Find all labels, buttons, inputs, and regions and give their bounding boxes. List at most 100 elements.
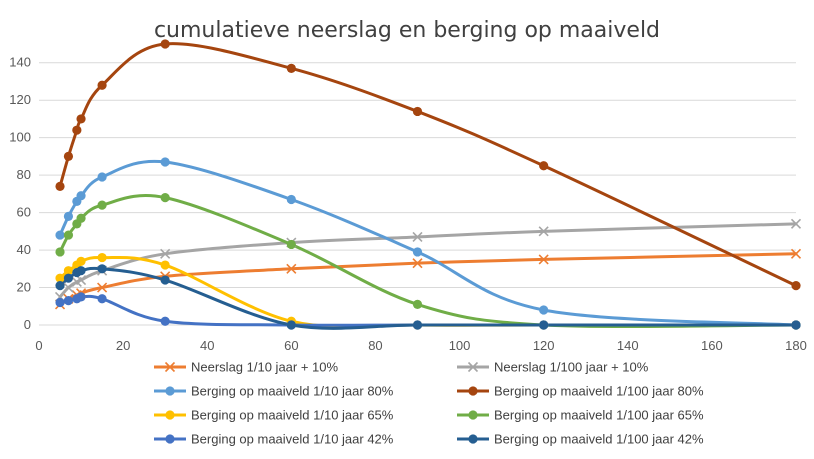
series-3-line [58,159,798,327]
axes: 0 20 40 60 80 100 120 140 0 20 40 60 80 100 120 140 160 1… [9,55,807,353]
x-tick-label: 40 [200,338,214,353]
series-6-point [55,247,65,257]
series-6-point [160,193,170,203]
legend-label: Neerslag 1/10 jaar + 10% [191,360,339,375]
marker-stroke [164,361,176,373]
x-tick-label: 20 [116,338,130,353]
legend-swatch-marker [468,410,478,420]
series-markers [54,39,802,330]
series-1-point [538,254,549,265]
series-6-point [412,299,423,309]
series-6-point [63,230,74,240]
series-3-point [412,247,423,257]
legend-label: Berging op maaiveld 1/100 jaar 80% [494,384,704,399]
x-tick-label: 100 [449,338,471,353]
marker-stroke [467,361,479,373]
series-4-point [76,114,86,124]
legend-item: Berging op maaiveld 1/10 jaar 80% [154,384,394,399]
series-4-point [412,106,423,117]
series-3-point [286,194,296,205]
series-2-point [75,274,87,286]
marker-stroke [412,258,423,269]
series-8-point [539,320,549,330]
series-8-point [286,320,296,330]
series-2-point [63,282,74,293]
y-tick-label: 60 [17,205,31,220]
legend-label: Berging op maaiveld 1/100 jaar 65% [494,408,704,423]
y-tick-label: 80 [17,167,31,182]
y-tick-label: 100 [9,130,31,145]
legend-item: Berging op maaiveld 1/10 jaar 65% [154,408,394,423]
y-tick-label: 120 [9,92,31,107]
x-tick-label: 140 [617,338,639,353]
y-tick-label: 40 [17,242,31,257]
series-8-point [791,320,801,330]
legend-label: Berging op maaiveld 1/10 jaar 65% [191,408,394,423]
series-4-point [97,80,107,90]
series-6-line [58,194,798,329]
legend-label: Berging op maaiveld 1/10 jaar 42% [191,432,394,447]
series-4-point [63,151,74,161]
series-1-point [97,282,108,293]
y-tick-label: 20 [17,280,31,295]
series-1-point [412,258,423,269]
series-4-point [539,161,549,171]
legend-item: Berging op maaiveld 1/10 jaar 42% [154,432,394,447]
x-tick-label: 180 [785,338,807,353]
series-8-point [55,281,65,291]
legend: Neerslag 1/10 jaar + 10% Neerslag 1/100 j… [154,360,704,447]
marker-stroke [286,263,297,274]
legend-label: Neerslag 1/100 jaar + 10% [494,360,649,375]
series-7-point [76,292,86,302]
legend-swatch-marker [165,434,175,444]
series-4-point [55,181,65,191]
y-tick-label: 140 [9,55,31,70]
series-8-point [97,264,107,274]
series-2-line [58,222,798,299]
marker-stroke [790,248,802,259]
series-1-point [286,263,297,274]
series-4-point [72,125,82,135]
legend-item: Berging op maaiveld 1/100 jaar 65% [457,408,704,423]
x-tick-label: 80 [368,338,382,353]
series-4-point [160,39,170,49]
legend-label: Berging op maaiveld 1/10 jaar 80% [191,384,394,399]
x-tick-label: 160 [701,338,723,353]
series-5-point [160,260,170,270]
legend-swatch-marker [468,434,478,444]
series-5-point [76,256,86,266]
series-8-point [76,266,86,276]
series-4-line [58,42,798,288]
series-3-point [97,172,107,182]
series-5-line [58,255,798,329]
series-8-point [412,320,423,330]
series-3-point [63,211,74,221]
series-3-point [76,191,86,201]
series-lines [58,42,798,330]
legend-swatch-marker [165,410,175,420]
series-6-point [76,213,86,223]
x-tick-label: 120 [533,338,555,353]
series-8-line [58,266,798,330]
marker-stroke [63,282,74,293]
series-3-point [160,157,170,167]
legend-swatch-marker [164,361,176,373]
legend-item: Neerslag 1/100 jaar + 10% [457,360,649,375]
legend-swatch-marker [468,386,478,396]
marker-stroke [160,248,171,259]
legend-item: Neerslag 1/10 jaar + 10% [154,360,339,375]
series-4-point [791,281,801,291]
series-6-point [286,239,296,250]
series-1-line [58,252,798,306]
legend-item: Berging op maaiveld 1/100 jaar 42% [457,432,704,447]
marker-stroke [538,254,549,265]
chart-title: cumulatieve neerslag en berging op maaiv… [153,18,661,43]
marker-stroke [97,282,108,293]
series-8-point [160,275,170,285]
marker-stroke [75,274,87,286]
series-7-point [160,316,170,326]
marker-stroke [790,218,802,229]
series-3-point [55,230,65,240]
series-3-point [539,305,549,315]
